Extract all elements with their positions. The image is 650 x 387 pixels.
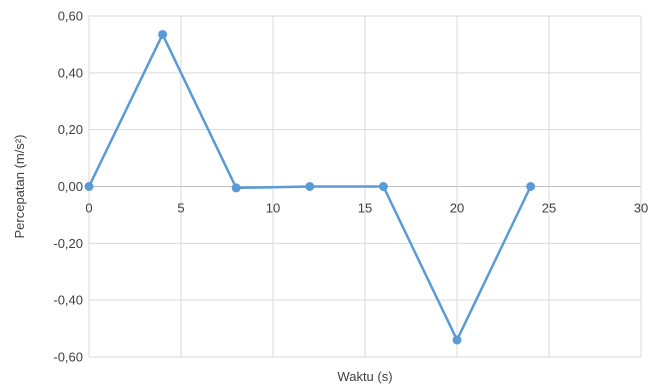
x-axis-ticks: 0 5 10 15 20 25 30 — [85, 201, 648, 216]
x-tick-label: 5 — [177, 201, 184, 216]
data-point — [84, 182, 94, 191]
y-tick-label: -0,20 — [53, 236, 83, 251]
data-point — [452, 335, 462, 345]
x-tick-label: 15 — [358, 201, 372, 216]
y-tick-label: 0,00 — [58, 179, 83, 194]
y-tick-label: -0,60 — [53, 350, 83, 365]
y-axis-ticks: 0,60 0,40 0,20 0,00 -0,20 -0,40 -0,60 — [53, 9, 83, 365]
y-tick-label: 0,20 — [58, 122, 83, 137]
series-layer — [84, 29, 536, 345]
x-tick-label: 0 — [85, 201, 92, 216]
data-point — [158, 29, 168, 39]
x-tick-label: 25 — [542, 201, 556, 216]
y-tick-label: 0,60 — [58, 9, 83, 24]
data-point — [305, 182, 315, 191]
x-tick-label: 20 — [450, 201, 464, 216]
y-tick-label: 0,40 — [58, 65, 83, 80]
y-tick-label: -0,40 — [53, 293, 83, 308]
x-tick-label: 10 — [266, 201, 280, 216]
x-tick-label: 30 — [634, 201, 648, 216]
y-axis-label: Percepatan (m/s²) — [12, 134, 27, 238]
data-point — [526, 182, 536, 191]
data-point — [231, 183, 241, 193]
grid-layer — [88, 15, 642, 358]
data-point — [378, 182, 388, 191]
x-axis-label: Waktu (s) — [337, 369, 392, 384]
